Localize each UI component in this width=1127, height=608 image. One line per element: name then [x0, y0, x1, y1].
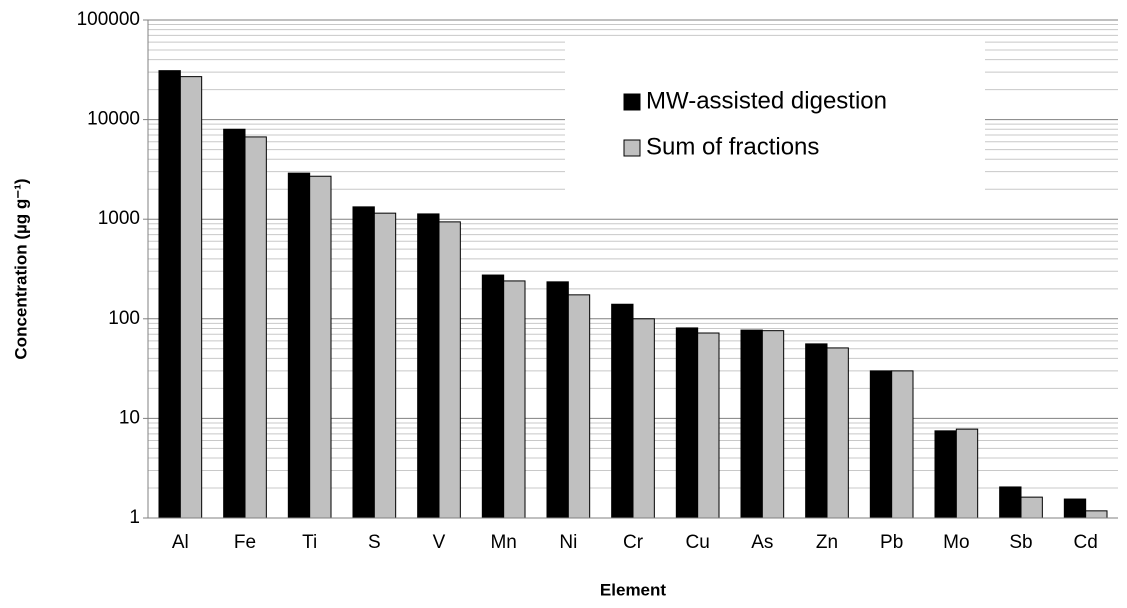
bar [158, 70, 181, 519]
legend-label: Sum of fractions [646, 133, 819, 160]
x-tick-label: Cu [686, 532, 710, 553]
x-tick-label: Ni [559, 532, 577, 553]
bar [675, 327, 699, 519]
x-tick-label: S [368, 532, 381, 553]
bar [546, 281, 569, 519]
bar [869, 370, 893, 519]
y-tick-label: 1 [129, 507, 140, 528]
y-tick-label: 1000 [98, 208, 140, 229]
bar [632, 318, 655, 519]
bar [373, 212, 397, 519]
bar [1063, 498, 1087, 519]
x-tick-label: As [751, 532, 773, 553]
x-tick-label: V [433, 532, 446, 553]
bar [826, 347, 849, 519]
x-tick-label: Mo [943, 532, 969, 553]
bar [761, 330, 785, 519]
bar [611, 303, 634, 519]
bar [1020, 496, 1043, 519]
legend-swatch [623, 139, 641, 157]
bar [934, 430, 957, 519]
x-tick-label: Cr [623, 532, 644, 553]
bar [503, 280, 526, 519]
x-axis-title: Element [600, 580, 666, 599]
bar [1085, 510, 1108, 519]
x-tick-label: Cd [1074, 532, 1098, 553]
x-tick-label: Fe [234, 532, 256, 553]
legend-box [565, 40, 985, 190]
bar [481, 274, 505, 519]
x-tick-label: Al [172, 532, 189, 553]
bar [740, 329, 763, 519]
x-tick-label: Ti [302, 532, 317, 553]
bar [805, 343, 828, 519]
y-tick-label: 100000 [77, 9, 140, 30]
bar [891, 370, 914, 519]
y-tick-label: 100 [108, 308, 140, 329]
bar [417, 213, 440, 519]
legend-label: MW-assisted digestion [646, 87, 887, 114]
bar [244, 136, 267, 519]
x-tick-label: Pb [880, 532, 903, 553]
y-tick-label: 10000 [87, 109, 140, 130]
bar [287, 172, 311, 519]
bar [697, 332, 720, 519]
x-tick-label: Zn [816, 532, 838, 553]
bar [567, 294, 591, 519]
bar [955, 428, 979, 519]
bar [352, 206, 375, 519]
y-tick-label: 10 [119, 407, 140, 428]
x-tick-label: Sb [1009, 532, 1032, 553]
bar [223, 128, 246, 519]
bar [999, 486, 1022, 519]
y-axis-title: Concentration (µg g⁻¹) [11, 178, 30, 359]
legend-swatch [623, 93, 641, 111]
bar [179, 76, 203, 519]
bar [438, 221, 461, 519]
bar [309, 175, 332, 519]
x-tick-label: Mn [490, 532, 516, 553]
